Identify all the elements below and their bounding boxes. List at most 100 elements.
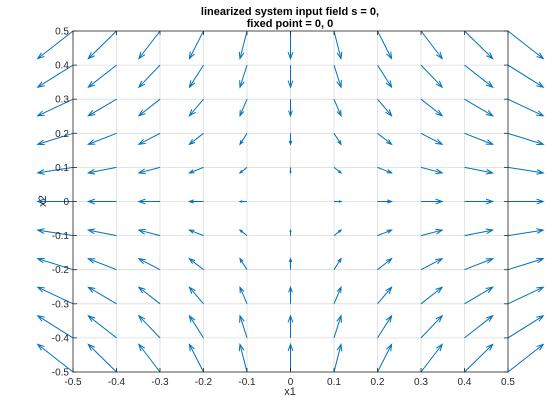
quiver-arrow (464, 228, 495, 237)
quiver-arrow (507, 228, 545, 237)
x-tick-label: 0.2 (371, 377, 385, 388)
quiver-arrow (137, 198, 160, 205)
quiver-arrow (377, 229, 393, 237)
quiver-arrow (238, 167, 248, 174)
quiver-arrow (36, 98, 74, 117)
quiver-arrow (188, 229, 204, 237)
quiver-arrow (507, 343, 545, 373)
quiver-arrow (188, 286, 204, 305)
quiver-arrow (377, 98, 393, 117)
quiver-arrow (508, 198, 545, 205)
quiver-arrow (36, 166, 74, 175)
quiver-arrow (464, 258, 495, 271)
quiver-arrow (288, 133, 293, 146)
quiver-arrow (333, 342, 343, 373)
quiver-arrow (36, 132, 74, 146)
quiver-arrow (137, 166, 161, 175)
quiver-arrow (464, 132, 495, 145)
y-tick-label: 0.1 (55, 163, 69, 174)
y-tick-label: -0.3 (52, 299, 70, 310)
x-tick-label: 0.3 (414, 377, 428, 388)
quiver-arrow (238, 200, 247, 203)
quiver-arrow (377, 343, 393, 373)
quiver-arrow (239, 285, 248, 304)
quiver-arrow (36, 286, 74, 305)
quiver-arrow (137, 64, 161, 89)
quiver-arrow (188, 64, 204, 89)
quiver-arrow (137, 132, 161, 146)
quiver-arrow (464, 166, 495, 175)
quiver-arrow (86, 258, 117, 271)
quiver-arrow (507, 286, 545, 305)
y-tick-label: 0.4 (55, 61, 69, 72)
quiver-arrow (333, 64, 342, 89)
quiver-arrow (377, 166, 393, 174)
quiver-arrow (333, 30, 343, 61)
quiver-arrow (288, 99, 293, 118)
x-tick-label: -0.5 (64, 377, 82, 388)
quiver-arrow (137, 228, 161, 237)
quiver-arrow (421, 198, 444, 205)
quiver-arrow (87, 98, 117, 117)
quiver-arrow (420, 166, 444, 175)
quiver-arrow (36, 64, 74, 88)
quiver-arrow (87, 64, 117, 89)
quiver-arrow (238, 229, 248, 236)
quiver-arrow (137, 286, 161, 305)
quiver-arrow (87, 343, 117, 373)
x-tick-label: -0.1 (238, 377, 256, 388)
quiver-arrow (377, 64, 393, 89)
quiver-arrow (238, 342, 248, 373)
chart-title-line-1: linearized system input field s = 0, (201, 6, 379, 18)
quiver-arrow (289, 228, 292, 236)
quiver-arrow (464, 198, 495, 205)
quiver-arrow (86, 228, 117, 237)
quiver-arrow (86, 198, 117, 205)
quiver-arrow (36, 257, 74, 271)
quiver-arrow (287, 342, 294, 372)
x-tick-label: 0.5 (501, 377, 515, 388)
quiver-arrow (36, 228, 74, 237)
quiver-arrow (420, 132, 444, 146)
quiver-arrows (36, 30, 545, 373)
y-tick-label: -0.2 (52, 265, 70, 276)
y-tick-label: -0.4 (52, 333, 70, 344)
quiver-arrow (137, 257, 161, 271)
y-tick-label: 0 (63, 197, 69, 208)
x-tick-label: -0.2 (195, 377, 213, 388)
x-tick-label: -0.3 (151, 377, 169, 388)
quiver-arrow (420, 64, 444, 89)
quiver-arrow (188, 314, 204, 339)
x-tick-label: 0.4 (458, 377, 472, 388)
quiver-arrow (420, 30, 444, 60)
quiver-arrow (464, 343, 494, 373)
quiver-arrow (420, 257, 444, 271)
quiver-arrow (507, 64, 545, 88)
quiver-arrow (87, 286, 117, 305)
quiver-arrow (188, 257, 204, 271)
quiver-arrow (287, 31, 294, 61)
quiver-arrow (464, 64, 494, 89)
y-axis-label: x2 (37, 195, 49, 207)
quiver-arrow (464, 286, 494, 305)
x-tick-label: 0 (288, 377, 294, 388)
y-tick-label: 0.2 (55, 129, 69, 140)
quiver-arrow (377, 314, 393, 339)
quiver-arrow (333, 167, 343, 174)
quiver-arrow (188, 343, 204, 373)
quiver-arrow (238, 30, 248, 61)
quiver-arrow (87, 314, 117, 339)
axis-ticks: -0.5 -0.4 -0.3 -0.2 -0.1 0 0.1 0.2 0.3 0.4 0.5 -0.5… (52, 27, 516, 389)
quiver-arrow (137, 30, 161, 60)
quiver-arrow (137, 314, 161, 339)
quiver-arrow (188, 132, 204, 146)
quiver-arrow (188, 30, 204, 60)
quiver-arrow (36, 315, 74, 339)
quiver-arrow (507, 166, 545, 175)
quiver-arrow (377, 257, 393, 271)
quiver-arrow (288, 285, 293, 304)
quiver-arrow (239, 314, 248, 339)
quiver-arrow (333, 285, 342, 304)
